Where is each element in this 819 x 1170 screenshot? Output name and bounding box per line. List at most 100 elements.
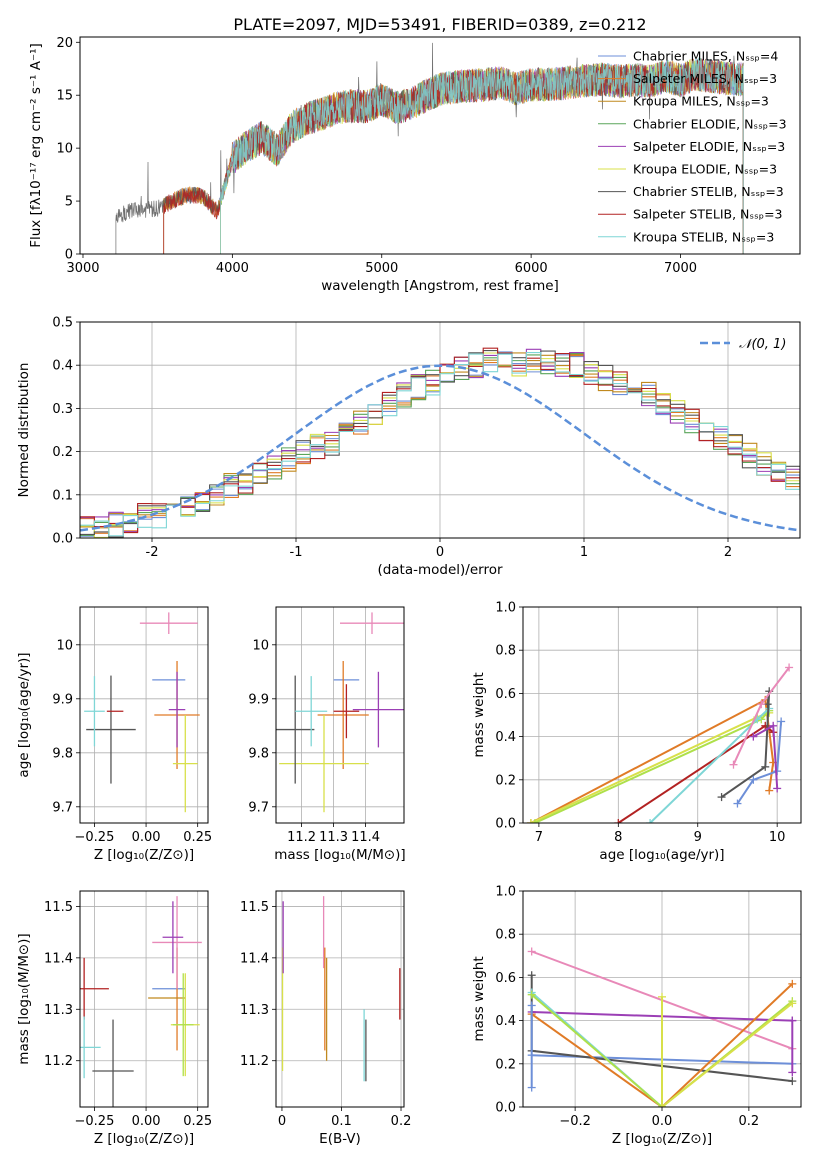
x-axis-label: Z [log₁₀(Z/Z⊙)]: [612, 1131, 712, 1147]
y-axis-label: age [log₁₀(age/yr)]: [16, 652, 32, 777]
y-tick-label: 0.0: [52, 532, 73, 547]
y-tick-label: 0.2: [495, 1057, 516, 1072]
axes-frame: [275, 606, 405, 824]
x-tick-label: 3000: [66, 261, 99, 276]
histogram-chabrier-miles: [80, 351, 800, 538]
panel-mass-weight-vs-age: 7 8 9 10 0.0 0.2 0.4 0.6 0.8 1.0 age [log₁₀(age/yr…: [471, 601, 802, 863]
x-tick-label: 4000: [216, 261, 249, 276]
x-tick-label: -1: [290, 545, 303, 560]
histogram-kroupa-miles: [80, 351, 800, 529]
y-tick-label: 0.0: [495, 1101, 516, 1116]
y-tick-label: 0.2: [495, 773, 516, 788]
y-tick-label: 10: [56, 142, 73, 157]
y-tick-label: 9.7: [52, 800, 73, 815]
x-tick-label: 0.00: [132, 830, 161, 845]
legend-label: Kroupa MILES, Nₛₛₚ=3: [633, 94, 769, 109]
x-tick-label: 0.00: [132, 1114, 161, 1129]
panel-mass-vs-EBV: 0 0.1 0.2 11.2 11.3 11.4 11.5 E(B-V): [240, 890, 412, 1147]
x-tick-label: −0.25: [75, 1114, 115, 1129]
y-tick-label: 1.0: [495, 601, 516, 616]
x-tick-label: 0.2: [739, 1114, 760, 1129]
x-axis-label: wavelength [Angstrom, rest frame]: [321, 278, 559, 294]
legend-label: Salpeter ELODIE, Nₛₛₚ=3: [633, 139, 785, 154]
y-tick-label: 11.3: [240, 1003, 269, 1018]
y-tick-label: 0.6: [495, 687, 516, 702]
y-tick-label: 11.2: [240, 1054, 269, 1069]
y-tick-label: 9.9: [52, 692, 73, 707]
y-tick-label: 11.2: [44, 1054, 73, 1069]
histogram-kroupa-stelib: [80, 352, 800, 537]
x-tick-label: 11.3: [319, 830, 348, 845]
plot-area: [526, 663, 794, 823]
legend-label: 𝒩(0, 1): [739, 337, 786, 352]
axes-frame: [522, 890, 802, 1108]
legend-label: Salpeter MILES, Nₛₛₚ=3: [633, 71, 777, 86]
y-tick-label: 9.8: [52, 746, 73, 761]
x-tick-label: −0.25: [75, 830, 115, 845]
plot-area: [276, 612, 404, 813]
y-tick-label: 0.0: [495, 817, 516, 832]
legend-label: Salpeter STELIB, Nₛₛₚ=3: [633, 207, 783, 222]
y-axis-label: Flux [fλ10⁻¹⁷ erg cm⁻² s⁻¹ A⁻¹]: [28, 43, 44, 248]
panel-mass-vs-Z: −0.25 0.00 0.25 11.2 11.3 11.4 11.5 Z [log₁₀(Z/…: [16, 890, 212, 1147]
y-tick-label: 0.3: [52, 402, 73, 417]
x-tick-label: 1: [580, 545, 588, 560]
spectrum-line-kroupa-stelib: [220, 57, 744, 254]
y-tick-label: 15: [56, 89, 73, 104]
x-axis-label: mass [log₁₀(M/M⊙)]: [274, 847, 405, 863]
y-tick-label: 0.4: [495, 730, 516, 745]
legend-label: Chabrier MILES, Nₛₛₚ=4: [633, 49, 778, 64]
y-tick-label: 11.4: [240, 951, 269, 966]
axes-frame: [79, 36, 801, 255]
legend-label: Kroupa ELODIE, Nₛₛₚ=3: [633, 162, 777, 177]
x-tick-label: 0.2: [391, 1114, 412, 1129]
y-tick-label: 20: [56, 36, 73, 51]
x-tick-label: 7: [535, 830, 543, 845]
y-tick-label: 0.4: [495, 1014, 516, 1029]
y-tick-label: 0: [65, 248, 73, 263]
y-tick-label: 0.8: [495, 644, 516, 659]
x-tick-label: 8: [614, 830, 622, 845]
plot-area: [80, 347, 800, 538]
x-tick-label: −0.2: [559, 1114, 591, 1129]
y-tick-label: 0.8: [495, 928, 516, 943]
y-tick-label: 11.3: [44, 1003, 73, 1018]
plot-area: [281, 896, 401, 1082]
y-tick-label: 9.9: [248, 692, 269, 707]
panel-age-vs-mass: 11.2 11.3 11.4 9.7 9.8 9.9 10 mass [log₁₀(M/M⊙)…: [248, 606, 406, 863]
axes-frame: [79, 321, 801, 539]
legend-label: Chabrier STELIB, Nₛₛₚ=3: [633, 184, 784, 199]
y-tick-label: 10: [56, 638, 73, 653]
x-tick-label: 0.1: [331, 1114, 352, 1129]
y-axis-label: mass weight: [471, 672, 487, 757]
plot-area: [80, 896, 202, 1107]
x-tick-label: 9: [694, 830, 702, 845]
x-axis-label: (data-model)/error: [377, 562, 503, 578]
x-axis-label: E(B-V): [319, 1131, 361, 1147]
x-tick-label: 11.4: [351, 830, 380, 845]
y-tick-label: 0.2: [52, 445, 73, 460]
x-tick-label: 10: [769, 830, 786, 845]
x-tick-label: 11.2: [287, 830, 316, 845]
x-tick-label: 7000: [664, 261, 697, 276]
y-tick-label: 0.5: [52, 316, 73, 331]
weight-line: [530, 698, 775, 823]
x-tick-label: 0.25: [183, 830, 212, 845]
plot-area: [527, 947, 797, 1107]
histogram-salpeter-stelib: [80, 347, 800, 534]
weight-line: [531, 983, 793, 1107]
x-tick-label: 0.0: [652, 1114, 673, 1129]
y-tick-label: 0.1: [52, 488, 73, 503]
y-tick-label: 1.0: [495, 885, 516, 900]
y-tick-label: 11.5: [240, 900, 269, 915]
x-tick-label: 0.25: [183, 1114, 212, 1129]
weight-line: [736, 721, 783, 805]
x-tick-label: 5000: [365, 261, 398, 276]
y-axis-label: mass [log₁₀(M/M⊙)]: [16, 933, 32, 1064]
x-axis-label: Z [log₁₀(Z/Z⊙)]: [94, 1131, 194, 1147]
y-tick-label: 11.4: [44, 951, 73, 966]
y-axis-label: Normed distribution: [16, 363, 32, 498]
x-tick-label: 0: [278, 1114, 286, 1129]
y-axis-label: mass weight: [471, 956, 487, 1041]
